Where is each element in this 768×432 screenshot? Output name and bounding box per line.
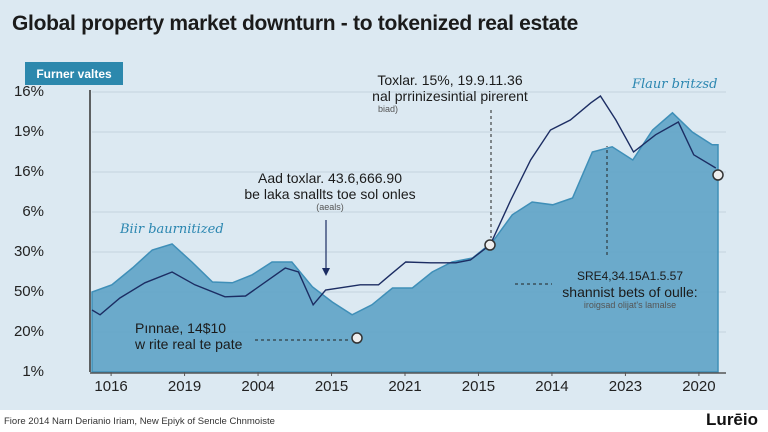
legend-badge: Furner valtes	[25, 62, 123, 85]
x-tick-label: 2015	[314, 378, 349, 395]
footer: Fiore 2014 Narn Derianio Iriam, New Epiy…	[0, 410, 768, 432]
y-tick-label: 6%	[22, 203, 44, 220]
x-tick-label: 2023	[608, 378, 643, 395]
x-tick-label: 1016	[94, 378, 128, 395]
y-tick-label: 19%	[13, 123, 44, 140]
annotation-mid: Aad toxlar. 43.6,666.90 be laka snallts …	[225, 170, 435, 213]
annotation-top-line1: Toxlar. 15%, 19.9.11.36	[377, 72, 523, 88]
y-tick-label: 1%	[22, 363, 44, 380]
label-right: Flaur britzsd	[632, 77, 718, 92]
annotation-bl-line1: Pınnae, 14$10	[135, 320, 227, 336]
x-tick-label: 2019	[167, 378, 202, 395]
x-tick-label: 2020	[682, 378, 716, 395]
annotation-top-line2: nal prrinizesintial pirerent	[372, 88, 528, 105]
annotation-br-line2: shannist bets of oulle:	[562, 283, 698, 300]
x-tick-label: 2015	[461, 378, 496, 395]
data-marker	[712, 169, 724, 181]
x-tick-label: 2021	[388, 378, 422, 395]
annotation-bottom-right: SRE4,34.15A1.5.57 shannist bets of oulle…	[550, 269, 710, 310]
y-tick-label: 20%	[13, 323, 44, 340]
annotation-mid-line1: Aad toxlar. 43.6,666.90	[258, 170, 402, 186]
source-note: Fiore 2014 Narn Derianio Iriam, New Epiy…	[4, 416, 275, 427]
area-series	[91, 111, 719, 373]
brand-logo: Lurēio	[706, 410, 758, 429]
data-marker	[351, 332, 363, 344]
line-series	[91, 95, 717, 316]
annotation-top-line3: biad)	[378, 104, 399, 115]
annotation-br-line1: SRE4,34.15A1.5.57	[576, 269, 684, 283]
arrowhead	[322, 268, 330, 276]
y-tick-label: 16%	[13, 163, 44, 180]
data-marker	[484, 239, 496, 251]
annotation-top: Toxlar. 15%, 19.9.11.36 nal prrinizesint…	[350, 72, 550, 115]
y-tick-label: 50%	[13, 283, 44, 300]
annotation-bl-line2: w rite real te pate	[135, 336, 243, 353]
y-tick-label: 30%	[13, 243, 44, 260]
x-tick-label: 2014	[535, 378, 569, 395]
annotation-br-line3: iroigsad olijat's lamalse	[583, 299, 677, 310]
annotation-bottom-left: Pınnae, 14$10 w rite real te pate	[135, 320, 242, 352]
y-tick-label: 16%	[13, 83, 44, 100]
annotation-mid-line3: (aeals)	[316, 202, 344, 213]
annotation-mid-line2: be laka snallts toe sol onles	[244, 186, 416, 203]
x-tick-label: 2004	[241, 378, 275, 395]
chart-title: Global property market downturn - to tok…	[12, 12, 579, 35]
label-left: Biir baurnitized	[120, 222, 224, 237]
